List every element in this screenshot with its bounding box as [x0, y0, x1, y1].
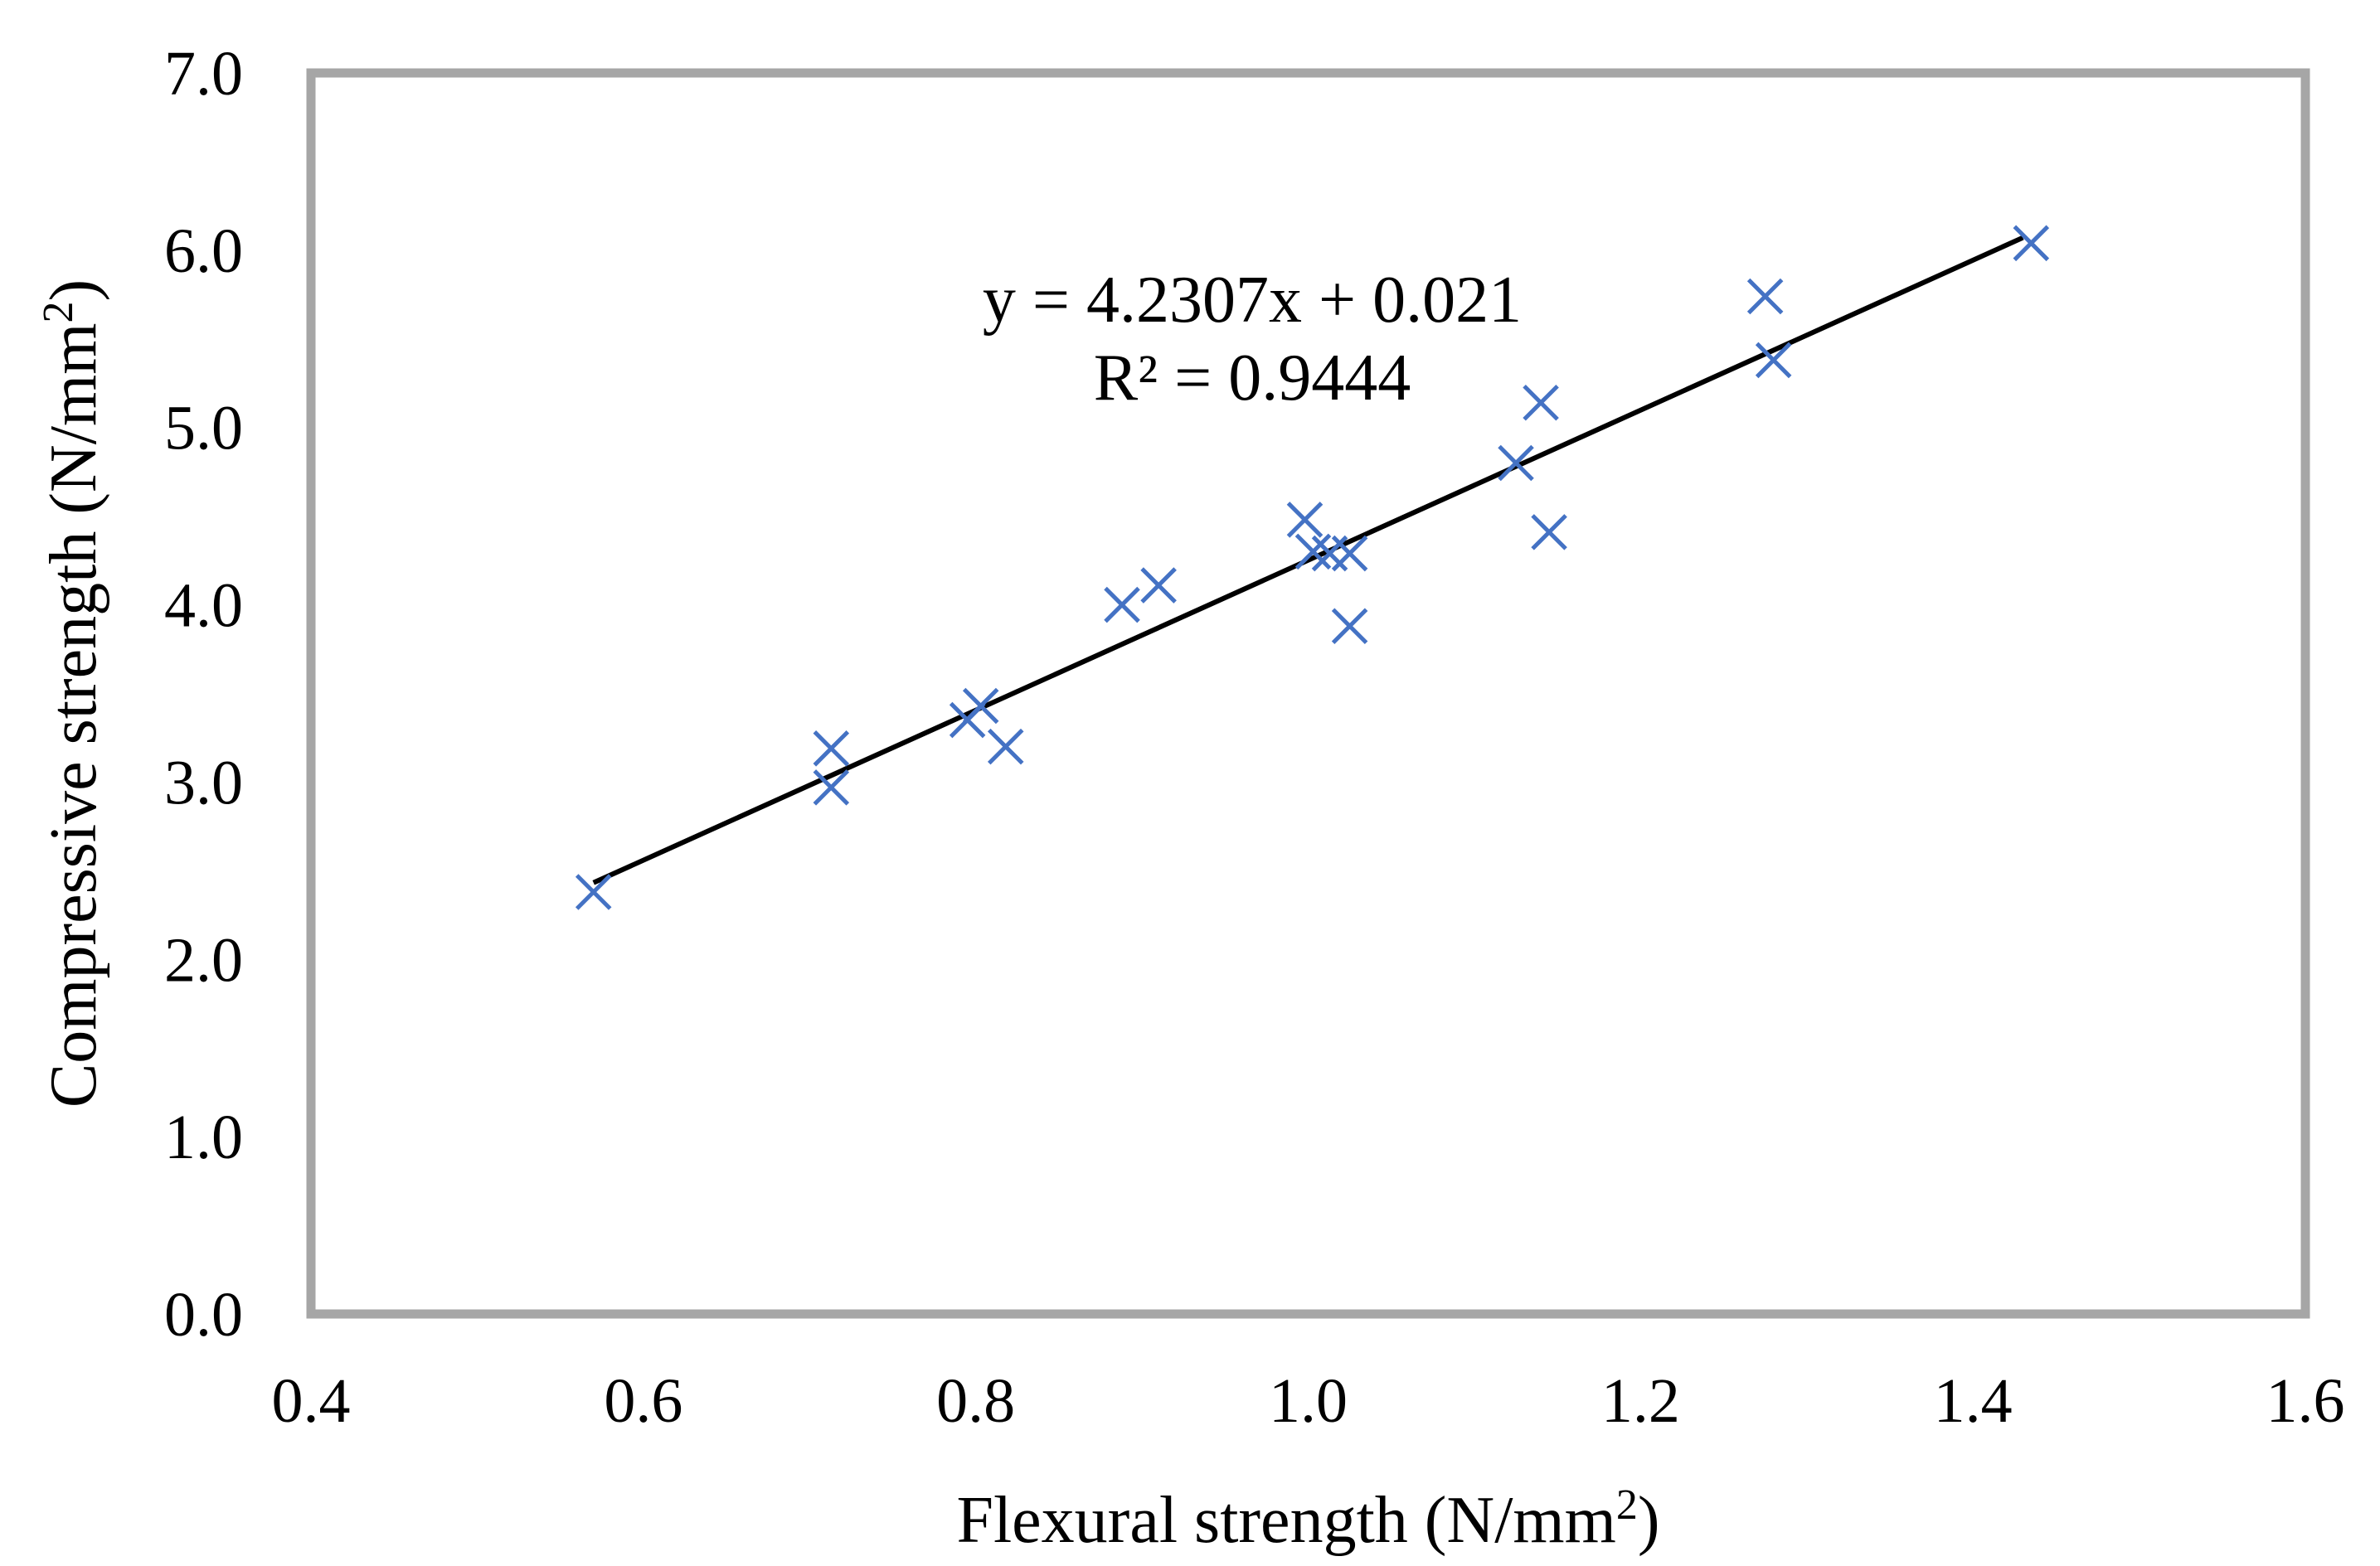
plot-area-border [306, 68, 2310, 1319]
x-tick-label: 0.6 [604, 1366, 682, 1436]
x-axis-title-superscript: 2 [1616, 1481, 1638, 1529]
data-point [1755, 342, 1792, 379]
data-point [1746, 278, 1784, 315]
x-axis-title-suffix: ) [1638, 1484, 1660, 1557]
data-point [575, 874, 612, 910]
y-axis-title: Compressive strength (N/mm2) [35, 279, 111, 1108]
x-tick-label: 1.0 [1269, 1366, 1348, 1436]
x-tick-label: 1.2 [1601, 1366, 1680, 1436]
y-axis-title-main: Compressive strength (N/mm [37, 323, 110, 1108]
data-point [1498, 444, 1534, 482]
data-point [962, 687, 999, 725]
y-tick-label: 3.0 [164, 748, 243, 817]
data-point [1523, 385, 1559, 421]
trendline-equation: y = 4.2307x + 0.021 [983, 264, 1522, 337]
x-axis-title: Flexural strength (N/mm2) [956, 1481, 1659, 1558]
data-point [813, 769, 850, 806]
data-point [1286, 502, 1324, 538]
x-tick-label: 1.4 [1934, 1366, 2013, 1436]
y-tick-label: 1.0 [164, 1103, 243, 1172]
data-point [1104, 586, 1140, 623]
data-point [1331, 535, 1368, 572]
y-tick-label: 2.0 [164, 925, 243, 995]
data-point [1531, 514, 1567, 550]
data-markers [575, 225, 2050, 910]
y-tick-label: 7.0 [164, 39, 243, 109]
x-axis-tick-labels: 0.4 0.6 0.8 1.0 1.2 1.4 1.6 [272, 1366, 2345, 1436]
y-axis-title-suffix: ) [37, 279, 110, 302]
trendline [592, 235, 2024, 885]
y-tick-label: 5.0 [164, 394, 243, 463]
data-point [813, 730, 850, 767]
x-tick-label: 0.4 [272, 1366, 351, 1436]
trendline-r-squared: R² = 0.9444 [1094, 342, 1411, 415]
y-axis-title-superscript: 2 [35, 302, 82, 323]
y-tick-label: 6.0 [164, 216, 243, 286]
x-axis-title-main: Flexural strength (N/mm [956, 1484, 1615, 1557]
data-point [2013, 225, 2050, 262]
y-axis-tick-labels: 0.0 1.0 2.0 3.0 4.0 5.0 6.0 7.0 [164, 39, 243, 1350]
y-tick-label: 4.0 [164, 571, 243, 641]
data-point [1140, 567, 1177, 604]
y-tick-label: 0.0 [164, 1280, 243, 1350]
x-tick-label: 0.8 [936, 1366, 1015, 1436]
data-point [987, 728, 1024, 765]
data-point [1331, 608, 1368, 645]
data-point [1294, 533, 1332, 570]
x-tick-label: 1.6 [2266, 1366, 2345, 1436]
